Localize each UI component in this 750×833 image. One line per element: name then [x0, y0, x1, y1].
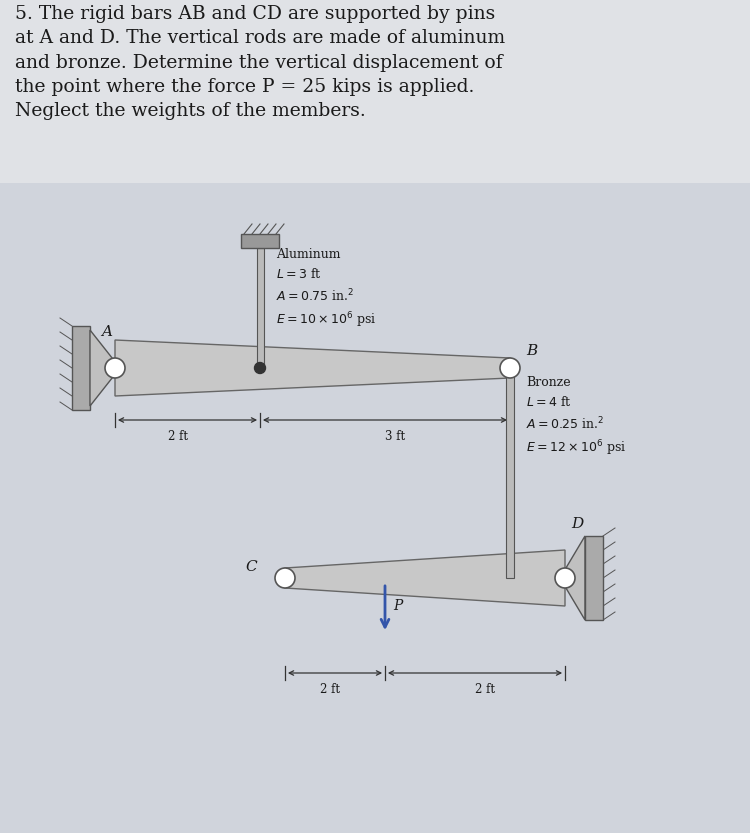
- Circle shape: [254, 362, 266, 373]
- Bar: [256, 248, 263, 368]
- Polygon shape: [90, 330, 120, 406]
- Polygon shape: [285, 550, 565, 606]
- Text: 2 ft: 2 ft: [475, 683, 495, 696]
- Text: A: A: [101, 325, 112, 339]
- Bar: [72, 326, 90, 410]
- Text: C: C: [245, 560, 257, 574]
- Text: Aluminum
$L=3$ ft
$A=0.75$ in.$^2$
$E=10\times10^6$ psi: Aluminum $L=3$ ft $A=0.75$ in.$^2$ $E=10…: [276, 248, 376, 331]
- Circle shape: [105, 358, 125, 378]
- Polygon shape: [560, 536, 585, 620]
- Text: 2 ft: 2 ft: [320, 683, 340, 696]
- Text: 2 ft: 2 ft: [167, 430, 188, 443]
- Bar: [506, 368, 514, 578]
- Text: D: D: [571, 517, 584, 531]
- Bar: [0, 0, 750, 183]
- Circle shape: [500, 358, 520, 378]
- Bar: [241, 234, 279, 248]
- Text: 5. The rigid bars AB and CD are supported by pins
at A and D. The vertical rods : 5. The rigid bars AB and CD are supporte…: [15, 5, 506, 120]
- Text: 3 ft: 3 ft: [385, 430, 405, 443]
- Bar: [585, 536, 603, 620]
- Circle shape: [555, 568, 575, 588]
- Text: B: B: [526, 344, 537, 358]
- Circle shape: [275, 568, 295, 588]
- Text: P: P: [393, 599, 402, 613]
- Text: Bronze
$L=4$ ft
$A=0.25$ in.$^2$
$E=12\times10^6$ psi: Bronze $L=4$ ft $A=0.25$ in.$^2$ $E=12\t…: [526, 376, 626, 458]
- Polygon shape: [115, 340, 510, 396]
